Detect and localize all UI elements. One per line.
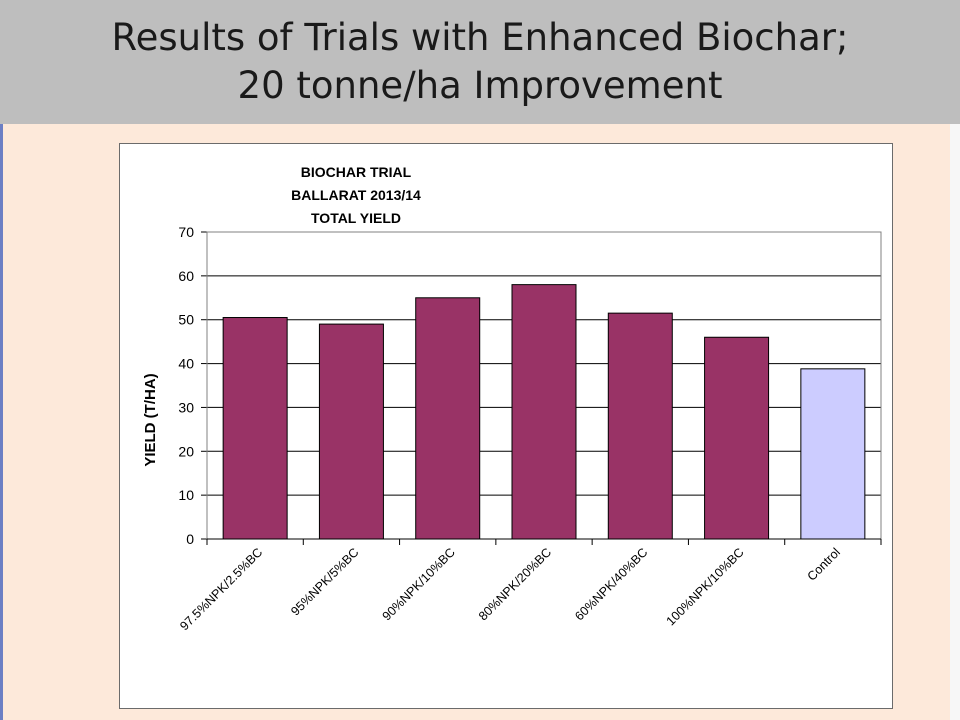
y-tick-label: 40 [178, 356, 194, 372]
bar [318, 323, 384, 540]
right-edge-strip [950, 124, 960, 720]
bar [222, 317, 288, 540]
y-axis-label: YIELD (T/HA) [142, 373, 159, 466]
slide-title-line-2: 20 tonne/ha Improvement [237, 64, 723, 107]
x-category-label: 100%NPK/10%BC [664, 545, 747, 628]
bar [800, 368, 866, 540]
y-tick-label: 70 [178, 224, 194, 240]
y-tick-label: 20 [178, 443, 194, 459]
y-tick-label: 60 [178, 268, 194, 284]
x-category-label: Control [805, 545, 843, 583]
y-tick-label: 30 [178, 399, 194, 415]
y-tick-label: 50 [178, 312, 194, 328]
y-tick-label: 10 [178, 487, 194, 503]
y-tick-label: 0 [186, 531, 194, 547]
bar [415, 297, 481, 540]
x-category-label: 95%NPK/5%BC [288, 545, 361, 618]
x-category-label: 90%NPK/10%BC [380, 545, 458, 623]
slide-title-line-1: Results of Trials with Enhanced Biochar; [111, 16, 849, 59]
chart-title-line: BALLARAT 2013/14 [291, 187, 421, 203]
x-category-label: 97.5%NPK/2.5%BC [177, 545, 265, 633]
chart-title-line: BIOCHAR TRIAL [301, 164, 412, 180]
slide-header: Results of Trials with Enhanced Biochar;… [0, 0, 960, 124]
x-category-label: 80%NPK/20%BC [476, 545, 554, 623]
left-accent-bar [0, 124, 3, 720]
chart-title-line: TOTAL YIELD [311, 210, 401, 226]
bar [607, 312, 673, 540]
bar [511, 284, 577, 540]
bar [704, 336, 770, 540]
x-category-label: 60%NPK/40%BC [572, 545, 650, 623]
